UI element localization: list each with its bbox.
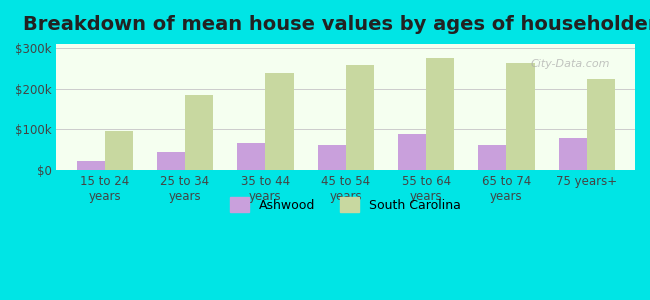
Bar	[587, 79, 615, 170]
Bar	[105, 131, 133, 170]
Bar	[478, 145, 506, 170]
Bar	[318, 145, 346, 170]
Bar	[77, 161, 105, 170]
Bar	[265, 73, 294, 170]
Bar	[237, 142, 265, 170]
Title: Breakdown of mean house values by ages of householders: Breakdown of mean house values by ages o…	[23, 15, 650, 34]
Bar	[426, 58, 454, 170]
Bar	[506, 63, 534, 170]
Legend: Ashwood, South Carolina: Ashwood, South Carolina	[226, 192, 466, 217]
Bar	[346, 65, 374, 170]
Text: City-Data.com: City-Data.com	[531, 59, 610, 69]
Bar	[157, 152, 185, 170]
Bar	[185, 95, 213, 170]
Bar	[558, 138, 587, 170]
Bar	[398, 134, 426, 170]
